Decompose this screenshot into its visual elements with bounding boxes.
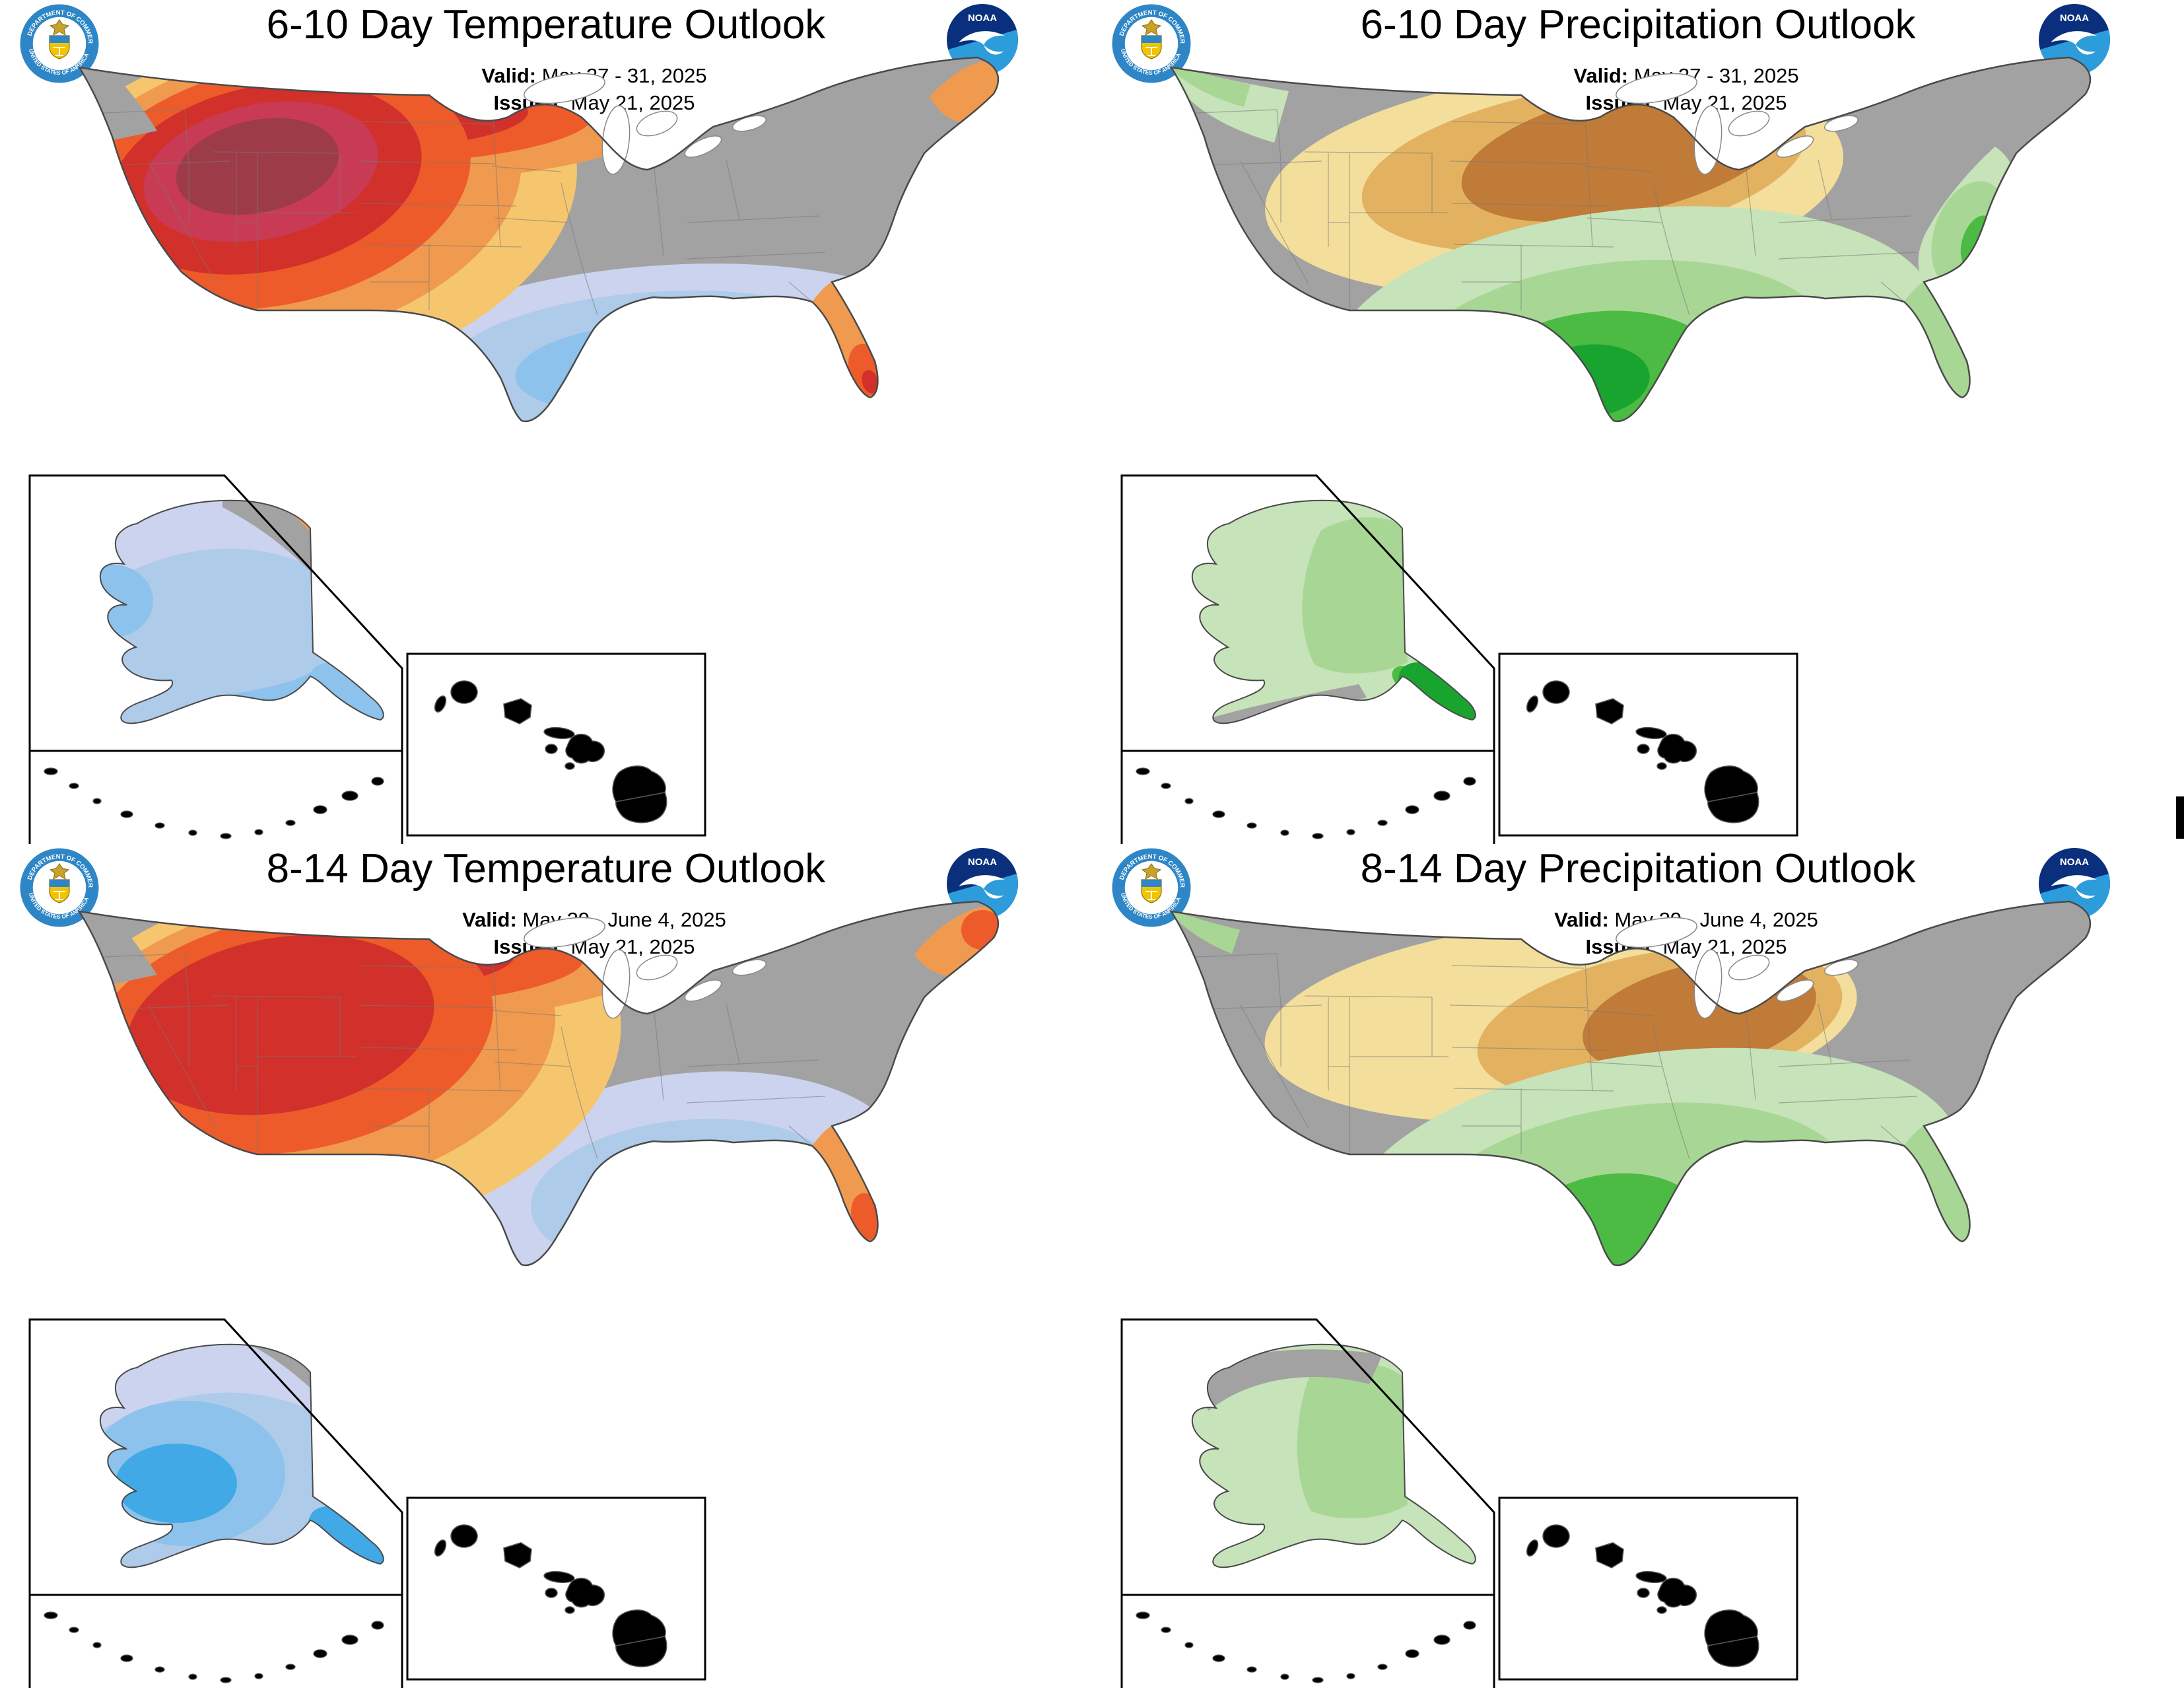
alaska-inset-map	[28, 1318, 403, 1688]
page-title: 6-10 Day Temperature Outlook	[266, 2, 826, 48]
svg-text:NOAA: NOAA	[2060, 857, 2089, 868]
dept-of-commerce-seal-icon: DEPARTMENT OF COMMERCE UNITED STATES OF …	[18, 847, 100, 929]
alaska-inset-map	[1120, 1318, 1495, 1688]
dept-of-commerce-seal-icon: DEPARTMENT OF COMMERCE UNITED STATES OF …	[1110, 3, 1192, 85]
panel-6-10-temperature: DEPARTMENT OF COMMERCE UNITED STATES OF …	[0, 0, 1092, 848]
hawaii-inset-map	[1498, 1496, 1798, 1681]
conus-map	[1170, 56, 2092, 423]
alaska-inset-map	[28, 474, 403, 848]
conus-map	[78, 56, 1000, 423]
noaa-logo-icon: NOAA	[947, 848, 1019, 921]
probability-legend	[700, 1496, 1092, 1688]
issued-value: May 21, 2025	[1662, 91, 1787, 114]
probability-legend	[700, 652, 1092, 844]
valid-label: Valid:	[481, 64, 537, 87]
svg-text:NOAA: NOAA	[968, 857, 997, 868]
page-title: 8-14 Day Precipitation Outlook	[1360, 846, 1916, 892]
issued-value: May 21, 2025	[570, 91, 695, 114]
page-title: 8-14 Day Temperature Outlook	[266, 846, 826, 892]
valid-label: Valid:	[1573, 64, 1629, 87]
dept-of-commerce-seal-icon: DEPARTMENT OF COMMERCE UNITED STATES OF …	[1110, 847, 1192, 929]
noaa-logo-icon: NOAA	[2039, 848, 2111, 921]
issued-value: May 21, 2025	[1662, 935, 1787, 958]
panel-6-10-precipitation: DEPARTMENT OF COMMERCE UNITED STATES OF …	[1092, 0, 2184, 848]
svg-text:NOAA: NOAA	[968, 13, 997, 24]
noaa-logo-icon: NOAA	[947, 4, 1019, 77]
panel-8-14-precipitation: DEPARTMENT OF COMMERCE UNITED STATES OF …	[1092, 844, 2184, 1688]
probability-legend	[1792, 1496, 2184, 1688]
page-title: 6-10 Day Precipitation Outlook	[1360, 2, 1916, 48]
panel-8-14-temperature: DEPARTMENT OF COMMERCE UNITED STATES OF …	[0, 844, 1092, 1688]
valid-label: Valid:	[462, 908, 517, 931]
hawaii-inset-map	[406, 1496, 706, 1681]
svg-text:NOAA: NOAA	[2060, 13, 2089, 24]
conus-map	[78, 900, 1000, 1267]
hawaii-inset-map	[406, 652, 706, 837]
probability-legend	[1792, 652, 2184, 844]
issued-value: May 21, 2025	[570, 935, 695, 958]
valid-label: Valid:	[1554, 908, 1609, 931]
alaska-inset-map	[1120, 474, 1495, 848]
dept-of-commerce-seal-icon: DEPARTMENT OF COMMERCE UNITED STATES OF …	[18, 3, 100, 85]
conus-map	[1170, 900, 2092, 1267]
hawaii-inset-map	[1498, 652, 1798, 837]
noaa-logo-icon: NOAA	[2039, 4, 2111, 77]
scrollbar-fragment	[2176, 796, 2184, 839]
